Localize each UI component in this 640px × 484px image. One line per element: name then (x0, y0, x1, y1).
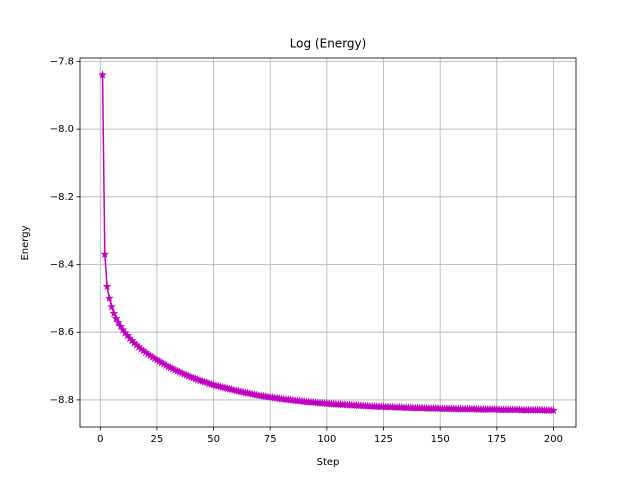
y-tick-label: −8.0 (50, 124, 74, 135)
point-marker (97, 70, 108, 79)
point-marker (109, 308, 119, 318)
point-marker (113, 317, 123, 327)
point-marker (100, 249, 110, 259)
y-tick-label: −8.6 (50, 327, 74, 338)
point-marker (116, 321, 126, 331)
y-tick-label: −7.8 (50, 56, 74, 67)
y-tick-label: −8.2 (50, 192, 74, 203)
x-tick-label: 25 (151, 434, 164, 445)
point-marker (107, 302, 117, 311)
plot-frame (79, 57, 577, 428)
point-marker (104, 293, 114, 303)
x-tick-label: 100 (317, 434, 336, 445)
x-tick-label: 125 (374, 434, 393, 445)
y-tick-label: −8.4 (50, 260, 74, 271)
x-tick-label: 150 (431, 434, 450, 445)
x-tick-label: 75 (264, 434, 277, 445)
x-tick-label: 50 (207, 434, 220, 445)
point-marker (111, 313, 121, 323)
x-axis-label: Step (317, 457, 340, 468)
x-tick-label: 200 (544, 434, 563, 445)
y-tick-label: −8.8 (50, 395, 74, 406)
x-tick-label: 175 (487, 434, 506, 445)
point-marker (118, 325, 128, 334)
point-marker (548, 405, 559, 415)
y-axis-label: Energy (20, 225, 31, 260)
x-tick-label: 0 (97, 434, 103, 445)
chart-title: Log (Energy) (290, 37, 367, 51)
point-marker (102, 281, 112, 291)
